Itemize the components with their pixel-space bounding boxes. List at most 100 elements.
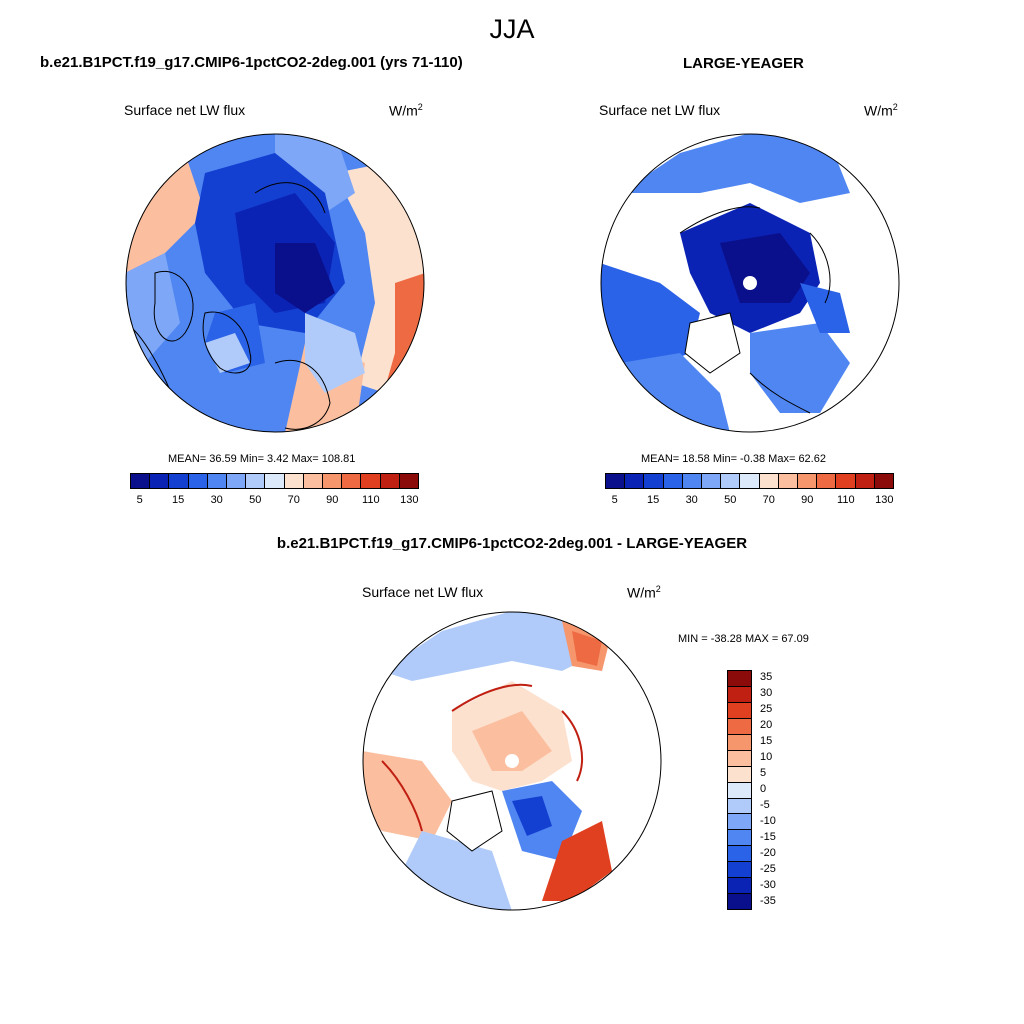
colorbar-tick-label: 50 [724,494,737,506]
colorbar-tick-label: 15 [647,494,660,506]
colorbar-swatch [606,474,626,488]
panel1-map-border [125,133,425,433]
colorbar-swatch [380,474,400,488]
colorbar-swatch [188,474,208,488]
panel3-stats: MIN = -38.28 MAX = 67.09 [678,633,809,645]
panel2-map-border [600,133,900,433]
colorbar-swatch [342,474,362,488]
panel3-land-greenland [446,790,503,852]
colorbar-swatch [284,474,304,488]
colorbar-tick-label: 10 [760,751,773,763]
colorbar-tick-label: 5 [611,494,618,506]
panel2-field-arctic-core [720,233,810,303]
panel3-field-hot-north [572,631,602,666]
colorbar-swatch [728,862,751,879]
colorbar-swatch [798,474,818,488]
colorbar-tick-label: 70 [287,494,300,506]
panel2-colorbar [605,473,894,489]
panel3-field-pacific [382,612,602,681]
panel2-colorbar-ticks: 5 15 30 50 70 90 110 130 [605,494,894,508]
panel1-stats: MEAN= 36.59 Min= 3.42 Max= 108.81 [168,453,356,465]
colorbar-swatch [728,686,751,703]
colorbar-tick-label: 50 [249,494,262,506]
panel1-colorbar-ticks: 5 15 30 50 70 90 110 130 [130,494,419,508]
panel2-variable-label: Surface net LW flux [599,102,721,118]
colorbar-swatch [644,474,664,488]
panel3-coastline-b [561,710,583,782]
panel3-coastline-c [381,760,423,832]
panel2-land-greenland [684,312,741,374]
colorbar-tick-label: 35 [760,671,773,683]
panel3-field-cold-core [512,796,552,836]
colorbar-tick-label: 5 [760,767,767,779]
colorbar-swatch [303,474,324,488]
panel2-coastline-a [679,206,761,234]
colorbar-tick-label: -5 [760,799,770,811]
colorbar-swatch [874,474,894,488]
colorbar-swatch [682,474,703,488]
colorbar-tick-label: 25 [760,703,773,715]
colorbar-swatch [728,894,751,910]
panel2-field-pacific [620,134,850,203]
colorbar-swatch [740,474,760,488]
panel3-units: W/m2 [627,584,661,601]
colorbar-swatch [778,474,799,488]
colorbar-tick-label: 90 [801,494,814,506]
colorbar-tick-label: 110 [837,494,855,506]
panel1-coastline-a [153,270,194,342]
colorbar-swatch [227,474,247,488]
figure-title: JJA [489,14,535,44]
panel2-units: W/m2 [864,102,898,119]
colorbar-swatch [855,474,875,488]
colorbar-tick-label: 90 [326,494,339,506]
panel1-coastline-c [274,359,331,430]
panel2-field-norwegian [750,323,850,413]
colorbar-swatch [169,474,189,488]
panel3-field-hot-europe [542,821,612,901]
panel2-pole-hole [743,276,757,290]
panel3-map-border [362,611,662,911]
colorbar-swatch [728,750,751,767]
colorbar-tick-label: 130 [875,494,894,506]
panel3-colorbar-ticks: 35 30 25 20 15 10 5 0 -5 -10 -15 -20 -25 -30 -35 [760,670,800,910]
panel1-field-greenland-ice [205,333,250,373]
panel3-coastline-a [451,683,533,712]
colorbar-swatch [836,474,856,488]
colorbar-swatch [131,474,151,488]
panel1-field-core [275,243,335,313]
colorbar-swatch [721,474,741,488]
colorbar-tick-label: -20 [760,847,776,859]
panel2-coastline-b [809,232,831,304]
colorbar-tick-label: 30 [685,494,698,506]
colorbar-swatch [728,702,751,719]
panel1-polar-map [125,133,425,433]
colorbar-tick-label: -30 [760,879,776,891]
colorbar-tick-label: 30 [760,687,773,699]
colorbar-tick-label: 70 [762,494,775,506]
colorbar-swatch [663,474,683,488]
colorbar-swatch [728,782,751,799]
colorbar-swatch [759,474,779,488]
panel1-title: b.e21.B1PCT.f19_g17.CMIP6-1pctCO2-2deg.0… [40,54,463,71]
colorbar-swatch [207,474,228,488]
panel2-title: LARGE-YEAGER [683,55,804,72]
colorbar-swatch [150,474,170,488]
colorbar-swatch [728,830,751,847]
colorbar-tick-label: -25 [760,863,776,875]
colorbar-swatch [817,474,837,488]
panel3-polar-map [362,611,662,911]
panel1-colorbar [130,473,419,489]
colorbar-swatch [399,474,419,488]
colorbar-swatch [702,474,722,488]
colorbar-swatch [361,474,381,488]
panel2-field-baffin [601,263,700,373]
colorbar-swatch [265,474,285,488]
colorbar-swatch [728,798,751,815]
panel3-title: b.e21.B1PCT.f19_g17.CMIP6-1pctCO2-2deg.0… [276,535,748,552]
panel1-units: W/m2 [389,102,423,119]
colorbar-tick-label: 5 [136,494,143,506]
colorbar-swatch [728,846,751,863]
panel1-field-europe [305,313,365,393]
colorbar-swatch [728,878,751,895]
panel2-coastline-c [749,372,811,414]
